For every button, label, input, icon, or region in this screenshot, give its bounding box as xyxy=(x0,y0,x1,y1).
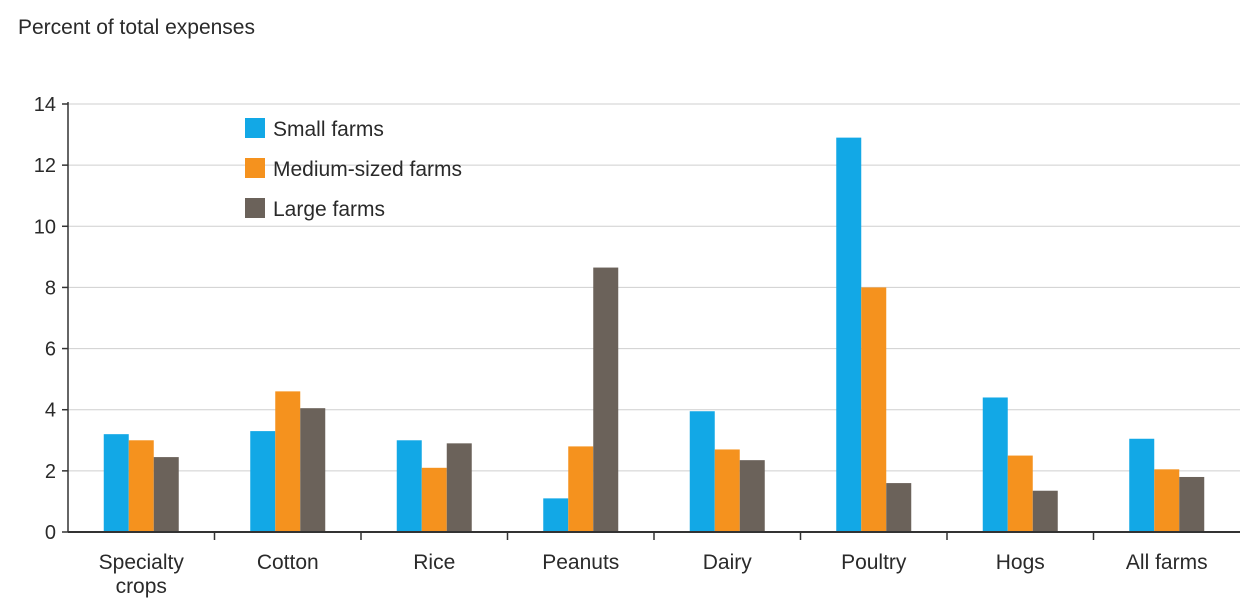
bar xyxy=(446,443,472,532)
x-category-label: Rice xyxy=(413,551,455,574)
x-category-label: crops xyxy=(116,575,167,598)
y-tick-label: 10 xyxy=(34,216,56,238)
legend-swatch xyxy=(245,158,265,178)
x-category-label: Peanuts xyxy=(542,551,619,574)
x-category-label: Specialty xyxy=(99,551,185,574)
bar xyxy=(543,498,569,532)
y-axis-title: Percent of total expenses xyxy=(18,16,255,39)
y-tick-label: 4 xyxy=(45,400,56,422)
x-category-label: Cotton xyxy=(257,551,319,574)
y-tick-label: 0 xyxy=(45,522,56,544)
y-tick-label: 14 xyxy=(34,94,56,116)
gridlines xyxy=(68,103,1240,472)
legend-swatch xyxy=(245,118,265,138)
y-axis-ticks: 0 2 4 6 8 10 12 14 xyxy=(34,94,68,544)
bar xyxy=(300,408,326,532)
bar xyxy=(1032,490,1058,532)
legend-swatch xyxy=(245,198,265,218)
bar xyxy=(836,137,862,532)
x-category-label: Hogs xyxy=(996,551,1045,574)
bar xyxy=(421,467,447,532)
x-category-label: All farms xyxy=(1126,551,1208,574)
y-tick-label: 12 xyxy=(34,155,56,177)
legend: Small farms Medium-sized farms Large farms xyxy=(245,118,462,221)
bar xyxy=(1129,438,1155,532)
y-tick-label: 8 xyxy=(45,277,56,299)
axes xyxy=(67,102,1240,533)
legend-label: Medium-sized farms xyxy=(273,158,462,181)
y-tick-label: 2 xyxy=(45,461,56,483)
bar xyxy=(1154,469,1180,532)
bar xyxy=(739,460,765,532)
bar xyxy=(1007,455,1033,532)
bar xyxy=(1179,476,1205,532)
x-category-label: Poultry xyxy=(841,551,907,574)
legend-label: Small farms xyxy=(273,118,384,141)
legend-label: Large farms xyxy=(273,198,385,221)
bars-layer xyxy=(103,137,1205,532)
bar xyxy=(250,431,276,532)
bar xyxy=(153,457,179,532)
bar xyxy=(714,449,740,532)
bar xyxy=(689,411,715,532)
bar xyxy=(568,446,594,532)
bar xyxy=(396,440,422,532)
bar xyxy=(886,483,912,532)
bar xyxy=(128,440,154,532)
x-category-label: Dairy xyxy=(703,551,753,574)
bar xyxy=(103,434,129,532)
bar xyxy=(982,397,1008,532)
bar xyxy=(861,287,887,532)
bar xyxy=(275,391,301,532)
bar xyxy=(593,267,619,532)
y-tick-label: 6 xyxy=(45,339,56,361)
